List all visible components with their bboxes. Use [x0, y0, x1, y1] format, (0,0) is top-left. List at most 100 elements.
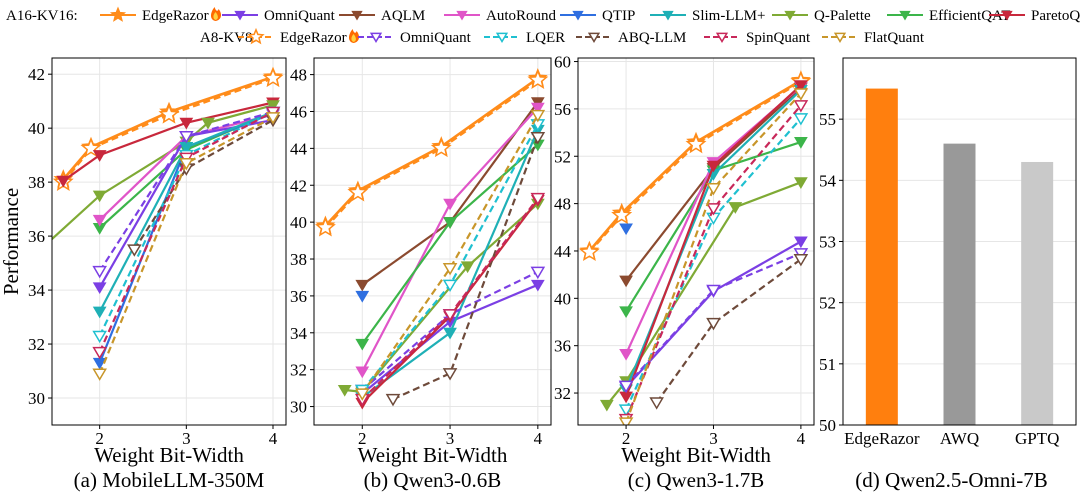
series-flatquant-a8-point: [265, 112, 281, 125]
axes-frame: [51, 57, 287, 426]
y-tick-label: 48: [290, 66, 307, 85]
legend-label: ParetoQ: [1031, 8, 1080, 24]
y-tick-label: 56: [554, 100, 571, 119]
series-edgerazor-a8-point: [158, 103, 180, 124]
legend-item-qtip-a16: QTIP: [560, 8, 635, 24]
series-paretoq-a16-point: [706, 160, 721, 173]
y-tick-label: 40: [290, 213, 307, 232]
fire-icon: [349, 29, 360, 43]
panel-d-qwen2.5-omni: EdgeRazor AWQ GPTQ 50 51 52 53 54 55 (d) Qwen2.5-…: [819, 57, 1077, 492]
legend-label: AQLM: [381, 8, 425, 24]
series-edgerazor-a8: [578, 70, 812, 261]
legend-label: LQER: [526, 30, 565, 46]
x-tick-label: AWQ: [940, 429, 979, 448]
series-aqlm-a16-point: [355, 279, 370, 292]
series-abq-llm-a8-point: [385, 393, 401, 407]
series-flatquant-a8: [92, 112, 281, 381]
y-tick-label: 50: [819, 416, 836, 435]
series-edgerazor-a8: [315, 69, 549, 237]
series-q-palette-a16-line: [605, 181, 802, 406]
series-lqer-a8-point: [793, 113, 809, 126]
series-omniquant-a16-point: [794, 236, 808, 249]
y-tick-label: 53: [819, 233, 836, 252]
series-edgerazor-a8-point: [578, 241, 600, 261]
legend-item-edgerazor-a8: EdgeRazor: [238, 27, 360, 46]
series-abq-llm-a8: [649, 254, 809, 410]
panel-subtitle: (b) Qwen3-0.6B: [364, 468, 502, 492]
legend-marker: [247, 27, 265, 45]
series-abq-llm-a8-point: [649, 397, 664, 410]
x-tick-label: 4: [797, 429, 806, 448]
series-omniquant-a8-point: [92, 265, 107, 279]
series-lqer-a8-point: [442, 279, 458, 293]
series-autoround-a16: [355, 102, 545, 379]
series-aqlm-a16-point: [619, 275, 633, 288]
y-tick-label: 40: [554, 289, 571, 308]
series-flatquant-a8-point: [92, 368, 107, 381]
legend-item-slim-llm-a16: Slim-LLM+: [650, 8, 765, 24]
series-paretoq-a16: [619, 80, 808, 404]
x-tick-label: 2: [622, 429, 631, 448]
legend-marker: [495, 32, 509, 44]
fire-icon-inner: [351, 34, 356, 42]
series-edgerazor-a16: [579, 70, 811, 260]
series-abq-llm-a8-point: [706, 317, 721, 331]
series-edgerazor-a8-point: [347, 181, 369, 202]
series-omniquant-a8-point: [706, 284, 721, 298]
y-axis-label: Performance: [0, 188, 23, 295]
axes-frame: [313, 57, 552, 426]
series-qtip-a16: [355, 290, 370, 303]
x-tick-label: 3: [182, 429, 191, 448]
series-spinquant-a8-point: [530, 192, 546, 206]
series-abq-llm-a8-point: [793, 254, 809, 267]
x-tick-label: 2: [95, 429, 104, 448]
series-spinquant-a8-point: [793, 100, 809, 113]
legend-item-lqer-a8: LQER: [484, 30, 565, 46]
y-tick-label: 42: [28, 65, 45, 84]
series-efficientqat-a16-point: [355, 338, 370, 351]
y-tick-label: 30: [28, 389, 45, 408]
x-tick-label: EdgeRazor: [844, 429, 920, 448]
series-flatquant-a8-line: [625, 92, 802, 423]
x-tick-label: 3: [446, 429, 455, 448]
series-q-palette-a16-point: [794, 177, 808, 189]
panel-subtitle: (a) MobileLLM-350M: [74, 468, 265, 492]
legend-marker: [109, 6, 127, 22]
legend-item-autoround-a16: AutoRound: [444, 8, 557, 24]
y-tick-label: 44: [554, 242, 572, 261]
series-autoround-a16-point: [355, 366, 370, 379]
series-lqer-a8-point: [618, 404, 634, 417]
legend-marker: [369, 32, 383, 44]
legend-item-flatquant-a8: FlatQuant: [822, 30, 925, 46]
series-slim-llm-a16-point: [443, 327, 457, 340]
y-tick-label: 34: [28, 281, 46, 300]
series-flatquant-a8-point: [179, 157, 194, 171]
legend-label: EdgeRazor: [280, 30, 347, 46]
series-group: [578, 70, 812, 425]
series-efficientqat-a16-point: [443, 217, 457, 229]
series-q-palette-a16-point: [201, 117, 215, 130]
series-q-palette-a16-point: [92, 190, 107, 203]
x-tick-label: 4: [534, 429, 543, 448]
series-qtip-a16-point: [619, 223, 633, 236]
y-tick-label: 55: [819, 110, 836, 129]
grid: [578, 58, 814, 425]
legend-label: SpinQuant: [746, 30, 811, 46]
legend-marker: [899, 10, 911, 21]
y-tick-label: 48: [554, 195, 571, 214]
series-flatquant-a8: [354, 109, 546, 401]
y-tick-label: 51: [819, 355, 836, 374]
series-abq-llm-a8-point: [442, 368, 458, 381]
series-omniquant-a16-point: [530, 279, 545, 292]
legend-marker: [833, 32, 847, 44]
legend-label: EdgeRazor: [142, 8, 209, 24]
series-lqer-a8-point: [92, 330, 107, 344]
legend-marker: [662, 10, 674, 21]
legend-label: OmniQuant: [400, 30, 472, 46]
y-tick-label: 34: [290, 324, 308, 343]
legend-item-omniquant-a8: OmniQuant: [358, 30, 472, 46]
y-tick-label: 30: [290, 398, 307, 417]
fire-icon-inner: [213, 12, 218, 20]
series-flatquant-a8-point: [354, 388, 370, 401]
